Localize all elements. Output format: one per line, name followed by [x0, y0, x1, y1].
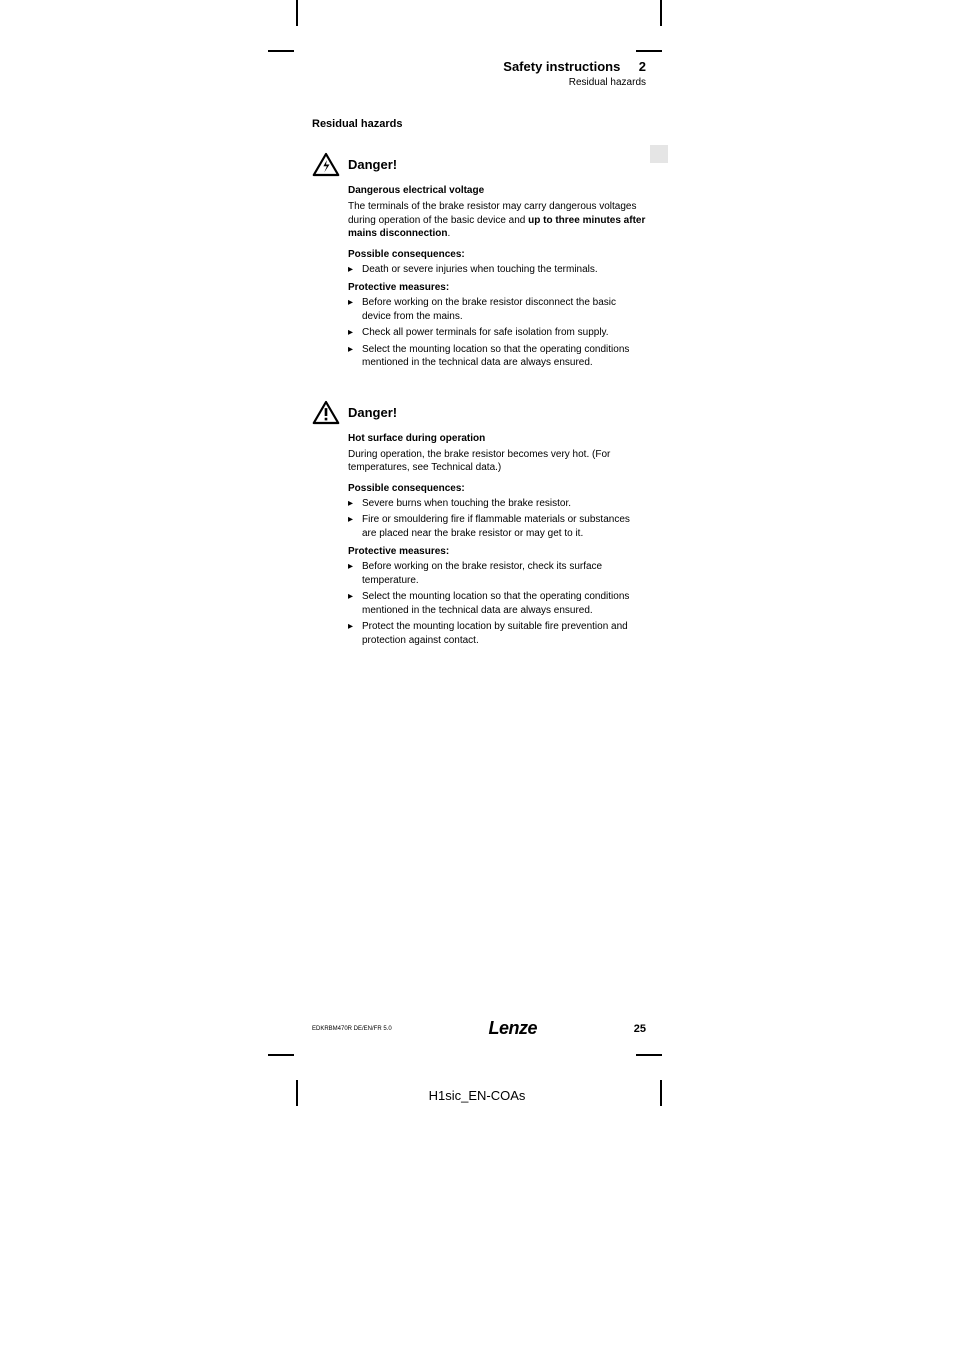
- header-subtitle: Residual hazards: [312, 77, 646, 88]
- section-heading: Residual hazards: [312, 118, 646, 130]
- footer-logo: Lenze: [488, 1018, 537, 1039]
- header-number: 2: [639, 59, 646, 74]
- warning-paragraph: The terminals of the brake resistor may …: [348, 200, 646, 241]
- crop-mark: [268, 1054, 294, 1056]
- lightning-triangle-icon: [312, 152, 340, 177]
- list-item: Check all power terminals for safe isola…: [348, 326, 646, 340]
- file-code: H1sic_EN-COAs: [0, 1088, 954, 1103]
- list-item: Select the mounting location so that the…: [348, 590, 646, 617]
- warning-head: Danger!: [312, 152, 646, 177]
- exclaim-triangle-icon: [312, 400, 340, 425]
- list-item: Select the mounting location so that the…: [348, 343, 646, 370]
- list-item: Death or severe injuries when touching t…: [348, 263, 646, 277]
- warning-body: Dangerous electrical voltage The terminal…: [348, 185, 646, 370]
- list-item: Before working on the brake resistor, ch…: [348, 560, 646, 587]
- warning-title: Danger!: [348, 157, 397, 172]
- measures-list: Before working on the brake resistor dis…: [348, 296, 646, 370]
- consequences-label: Possible consequences:: [348, 249, 646, 260]
- header-line: Safety instructions 2: [312, 58, 646, 76]
- paragraph-text: During operation, the brake resistor bec…: [348, 449, 610, 474]
- list-item: Before working on the brake resistor dis…: [348, 296, 646, 323]
- warning-head: Danger!: [312, 400, 646, 425]
- header-title: Safety instructions: [503, 59, 620, 74]
- warning-title: Danger!: [348, 405, 397, 420]
- section-tab: [650, 145, 668, 163]
- measures-label: Protective measures:: [348, 282, 646, 293]
- crop-mark: [636, 1054, 662, 1056]
- crop-mark: [268, 50, 294, 52]
- page-footer: EDKRBM470R DE/EN/FR 5.0 Lenze 25: [312, 1018, 646, 1039]
- consequences-list: Severe burns when touching the brake res…: [348, 497, 646, 541]
- footer-page-number: 25: [634, 1023, 646, 1035]
- consequences-label: Possible consequences:: [348, 483, 646, 494]
- list-item: Fire or smouldering fire if flammable ma…: [348, 513, 646, 540]
- crop-mark: [660, 0, 662, 26]
- warning-paragraph: During operation, the brake resistor bec…: [348, 448, 646, 475]
- warnings-container: Danger! Dangerous electrical voltage The t…: [312, 152, 646, 647]
- document-page: Safety instructions 2 Residual hazards R…: [0, 0, 954, 1350]
- page-header: Safety instructions 2 Residual hazards: [312, 58, 646, 88]
- footer-doc-code: EDKRBM470R DE/EN/FR 5.0: [312, 1026, 392, 1032]
- paragraph-text: .: [447, 228, 450, 239]
- warning-subtitle: Hot surface during operation: [348, 433, 646, 444]
- crop-mark: [296, 0, 298, 26]
- warning-block: Danger! Hot surface during operation Durin…: [312, 400, 646, 648]
- consequences-list: Death or severe injuries when touching t…: [348, 263, 646, 277]
- page-content: Safety instructions 2 Residual hazards R…: [312, 58, 646, 677]
- crop-mark: [636, 50, 662, 52]
- measures-list: Before working on the brake resistor, ch…: [348, 560, 646, 647]
- measures-label: Protective measures:: [348, 546, 646, 557]
- warning-subtitle: Dangerous electrical voltage: [348, 185, 646, 196]
- list-item: Severe burns when touching the brake res…: [348, 497, 646, 511]
- list-item: Protect the mounting location by suitabl…: [348, 620, 646, 647]
- warning-block: Danger! Dangerous electrical voltage The t…: [312, 152, 646, 370]
- warning-body: Hot surface during operation During opera…: [348, 433, 646, 648]
